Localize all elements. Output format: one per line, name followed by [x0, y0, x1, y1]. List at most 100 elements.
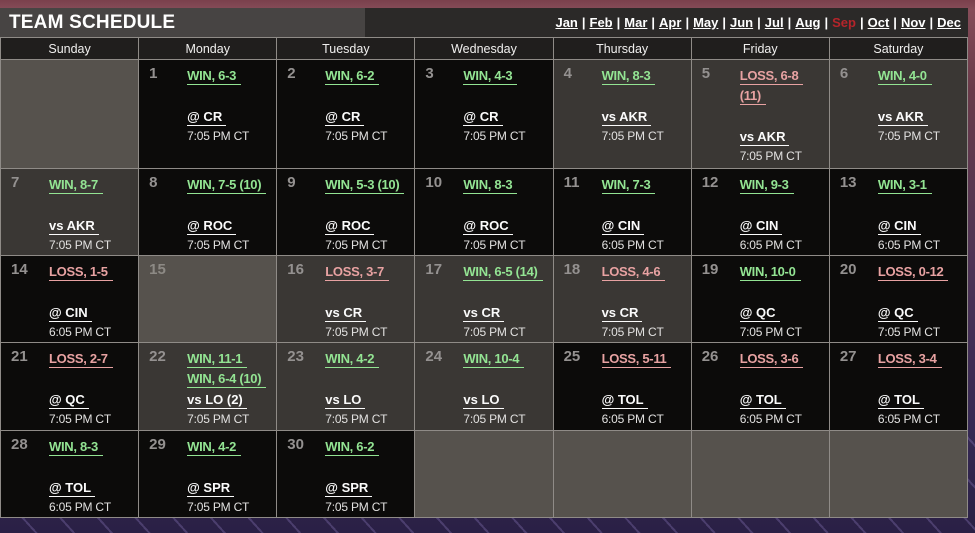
opponent-link[interactable]: vs CR — [325, 302, 412, 323]
opponent-link[interactable]: vs AKR — [877, 106, 965, 127]
opponent-link[interactable]: @ TOL — [739, 389, 827, 410]
month-link-dec[interactable]: Dec — [937, 15, 961, 30]
opponent-link[interactable]: vs LO — [325, 389, 412, 410]
game-result-link[interactable]: LOSS, 4-6 — [601, 262, 689, 282]
game-info: LOSS, 3-7 vs CR 7:05 PM CT — [277, 256, 414, 342]
opponent-link[interactable]: vs LO (2) — [187, 389, 274, 410]
opponent-link[interactable]: @ CIN — [739, 215, 827, 236]
game-result-link[interactable]: WIN, 7-3 — [601, 175, 689, 195]
game-time: 6:05 PM CT — [601, 412, 664, 426]
game-result-link[interactable]: WIN, 6-2 — [325, 66, 412, 86]
weekday-header-thursday: Thursday — [553, 38, 691, 59]
game-result-link[interactable]: WIN, 4-3 — [463, 66, 550, 86]
day-number: 11 — [563, 174, 580, 191]
game-result-link[interactable]: LOSS, 0-12 — [877, 262, 965, 282]
game-time: 7:05 PM CT — [325, 129, 388, 143]
opponent-text: @ CIN — [877, 218, 921, 235]
day-cell-24: 24 WIN, 10-4 vs LO 7:05 PM CT — [415, 343, 553, 430]
game-result-link[interactable]: WIN, 8-3 — [463, 175, 550, 195]
game-result-link[interactable]: LOSS, 3-6 — [739, 349, 827, 369]
opponent-link[interactable]: @ QC — [739, 302, 827, 323]
game-result-link[interactable]: WIN, 8-3 — [601, 66, 689, 86]
game-info: LOSS, 2-7 @ QC 7:05 PM CT — [1, 343, 138, 429]
opponent-link[interactable]: vs AKR — [601, 106, 689, 127]
opponent-link[interactable]: @ CR — [325, 106, 412, 127]
day-cell-20: 20 LOSS, 0-12 @ QC 7:05 PM CT — [829, 256, 967, 342]
opponent-link[interactable]: @ CR — [187, 106, 274, 127]
opponent-link[interactable]: @ QC — [49, 389, 136, 410]
opponent-link[interactable]: @ CIN — [877, 215, 965, 236]
month-link-jan[interactable]: Jan — [555, 15, 578, 30]
game-result-link[interactable]: WIN, 4-2 — [325, 349, 412, 369]
game-result-link[interactable]: WIN, 6-5 (14) — [463, 262, 550, 282]
day-cell-28: 28 WIN, 8-3 @ TOL 6:05 PM CT — [1, 431, 139, 517]
opponent-link[interactable]: vs AKR — [49, 215, 136, 236]
opponent-link[interactable]: vs LO — [463, 389, 550, 410]
opponent-link[interactable]: @ QC — [877, 302, 965, 323]
game-info: WIN, 6-2 @ SPR 7:05 PM CT — [277, 431, 414, 517]
game-result-link[interactable]: WIN, 4-2 — [187, 437, 274, 457]
spacer — [740, 369, 827, 389]
weekday-header-wednesday: Wednesday — [415, 38, 553, 59]
opponent-text: @ QC — [49, 392, 89, 409]
game-result-link[interactable]: LOSS, 2-7 — [49, 349, 136, 369]
spacer — [740, 282, 827, 302]
opponent-link[interactable]: @ TOL — [49, 477, 136, 498]
opponent-link[interactable]: @ CIN — [49, 302, 136, 323]
result-text: WIN, 11-1 — [187, 351, 248, 368]
opponent-link[interactable]: @ ROC — [463, 215, 550, 236]
game-result-link[interactable]: WIN, 11-1 — [187, 349, 274, 369]
opponent-link[interactable]: @ ROC — [187, 215, 274, 236]
game-result-link[interactable]: WIN, 3-1 — [877, 175, 965, 195]
result-text: WIN, 10-4 — [463, 351, 525, 368]
result-text: WIN, 7-3 — [601, 177, 656, 194]
day-number: 8 — [149, 174, 158, 191]
game-result-link[interactable]: WIN, 8-3 — [49, 437, 136, 457]
game-result-link[interactable]: WIN, 5-3 (10) — [325, 175, 412, 195]
opponent-link[interactable]: @ CIN — [601, 215, 689, 236]
month-link-mar[interactable]: Mar — [624, 15, 648, 30]
game-result-link[interactable]: WIN, 9-3 — [739, 175, 827, 195]
month-link-apr[interactable]: Apr — [659, 15, 682, 30]
month-link-oct[interactable]: Oct — [867, 15, 890, 30]
game-result-link[interactable]: WIN, 8-7 — [49, 175, 136, 195]
month-link-jul[interactable]: Jul — [764, 15, 784, 30]
result-text: LOSS, 3-4 — [877, 351, 942, 368]
month-link-nov[interactable]: Nov — [900, 15, 926, 30]
opponent-link[interactable]: @ TOL — [877, 389, 965, 410]
month-separator: | — [685, 15, 690, 30]
game-info: WIN, 9-3 @ CIN 6:05 PM CT — [692, 169, 829, 255]
game-result-link[interactable]: WIN, 6-3 — [187, 66, 274, 86]
game-result-link[interactable]: WIN, 6-2 — [325, 437, 412, 457]
game-result-link[interactable]: WIN, 6-4 (10) — [187, 369, 274, 389]
game-result-link[interactable]: (11) — [739, 86, 827, 106]
opponent-link[interactable]: vs CR — [601, 302, 689, 323]
opponent-link[interactable]: vs CR — [463, 302, 550, 323]
day-cell-3: 3 WIN, 4-3 @ CR 7:05 PM CT — [415, 60, 553, 168]
result-text: WIN, 8-3 — [601, 68, 656, 85]
game-result-link[interactable]: LOSS, 5-11 — [601, 349, 689, 369]
month-link-aug[interactable]: Aug — [795, 15, 821, 30]
opponent-link[interactable]: @ SPR — [187, 477, 274, 498]
game-time: 6:05 PM CT — [739, 238, 802, 252]
opponent-link[interactable]: @ ROC — [325, 215, 412, 236]
game-result-link[interactable]: LOSS, 3-7 — [325, 262, 412, 282]
game-result-link[interactable]: WIN, 10-4 — [463, 349, 550, 369]
day-number: 9 — [287, 174, 296, 191]
game-result-link[interactable]: LOSS, 1-5 — [49, 262, 136, 282]
opponent-text: vs LO (2) — [187, 392, 247, 409]
opponent-text: @ CIN — [601, 218, 645, 235]
opponent-link[interactable]: vs AKR — [739, 126, 827, 147]
game-result-link[interactable]: LOSS, 3-4 — [877, 349, 965, 369]
game-result-link[interactable]: WIN, 7-5 (10) — [187, 175, 274, 195]
game-result-link[interactable]: WIN, 10-0 — [739, 262, 827, 282]
opponent-link[interactable]: @ CR — [463, 106, 550, 127]
month-link-feb[interactable]: Feb — [589, 15, 613, 30]
month-link-jun[interactable]: Jun — [730, 15, 754, 30]
game-time: 7:05 PM CT — [739, 149, 802, 163]
month-link-may[interactable]: May — [693, 15, 719, 30]
game-result-link[interactable]: LOSS, 6-8 — [739, 66, 827, 86]
game-result-link[interactable]: WIN, 4-0 — [877, 66, 965, 86]
opponent-link[interactable]: @ TOL — [601, 389, 689, 410]
opponent-link[interactable]: @ SPR — [325, 477, 412, 498]
